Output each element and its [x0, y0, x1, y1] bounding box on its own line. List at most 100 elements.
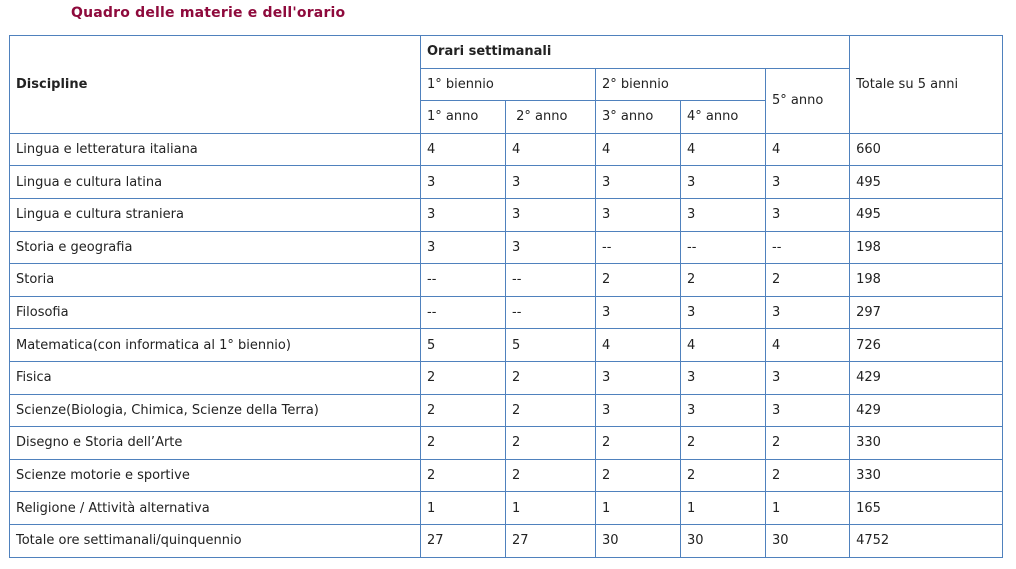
header-anno-4: 4° anno: [680, 100, 766, 134]
header-biennio-2: 2° biennio: [595, 67, 766, 102]
hours-cell: 1: [505, 491, 596, 525]
hours-cell: 4: [680, 328, 766, 362]
table-row: Disegno e Storia dell’Arte 2 2 2 2 2 330: [9, 426, 1004, 460]
total-cell: 198: [849, 230, 1004, 265]
schedule-table: Discipline Orari settimanali Totale su 5…: [9, 35, 1004, 558]
discipline-cell: Scienze(Biologia, Chimica, Scienze della…: [9, 393, 421, 428]
hours-cell: 3: [505, 165, 596, 199]
hours-cell: 1: [680, 491, 766, 525]
discipline-cell: Fisica: [9, 360, 421, 395]
hours-cell: 2: [764, 458, 851, 493]
discipline-cell: Storia: [9, 263, 421, 297]
hours-cell: 3: [595, 295, 681, 330]
hours-cell: 5: [420, 328, 506, 362]
hours-cell: 3: [764, 393, 851, 428]
hours-cell: 2: [595, 458, 681, 493]
header-totale: Totale su 5 anni: [849, 35, 1004, 134]
hours-cell: 3: [764, 165, 851, 199]
discipline-cell: Scienze motorie e sportive: [9, 458, 421, 493]
hours-cell: --: [420, 263, 506, 297]
hours-cell: 4: [420, 132, 506, 167]
hours-cell: 4: [680, 132, 766, 167]
header-anno-1: 1° anno: [420, 100, 506, 134]
hours-cell: 3: [680, 295, 766, 330]
hours-cell: 2: [420, 393, 506, 428]
table-row: Totale ore settimanali/quinquennio 27 27 30…: [9, 523, 1004, 558]
table-row: Lingua e letteratura italiana 4 4 4 4 4 660: [9, 132, 1004, 167]
hours-cell: 2: [505, 393, 596, 428]
hours-cell: 2: [505, 360, 596, 395]
hours-cell: 2: [764, 263, 851, 297]
total-cell: 198: [849, 263, 1004, 297]
hours-cell: --: [420, 295, 506, 330]
discipline-cell: Totale ore settimanali/quinquennio: [9, 523, 421, 558]
total-cell: 297: [849, 295, 1004, 330]
table-row: Lingua e cultura latina 3 3 3 3 3 495: [9, 165, 1004, 199]
hours-cell: 2: [595, 426, 681, 460]
hours-cell: 3: [680, 165, 766, 199]
hours-cell: 30: [595, 523, 681, 558]
total-cell: 726: [849, 328, 1004, 362]
hours-cell: 1: [764, 491, 851, 525]
table-row: Storia e geografia 3 3 -- -- -- 198: [9, 230, 1004, 265]
hours-cell: 2: [420, 426, 506, 460]
hours-cell: 4: [595, 132, 681, 167]
hours-cell: 30: [764, 523, 851, 558]
hours-cell: 3: [764, 360, 851, 395]
discipline-cell: Filosofia: [9, 295, 421, 330]
total-cell: 495: [849, 165, 1004, 199]
header-biennio-1: 1° biennio: [420, 67, 596, 102]
table-row: Religione / Attività alternativa 1 1 1 1 1 165: [9, 491, 1004, 525]
page-title: Quadro delle materie e dell'orario: [71, 5, 346, 21]
hours-cell: 5: [505, 328, 596, 362]
hours-cell: 2: [764, 426, 851, 460]
header-anno-3: 3° anno: [595, 100, 681, 134]
discipline-cell: Religione / Attività alternativa: [9, 491, 421, 525]
header-discipline: Discipline: [9, 35, 421, 134]
hours-cell: --: [764, 230, 851, 265]
table-row: Scienze motorie e sportive 2 2 2 2 2 330: [9, 458, 1004, 493]
hours-cell: 2: [420, 458, 506, 493]
hours-cell: 3: [420, 165, 506, 199]
hours-cell: 1: [595, 491, 681, 525]
hours-cell: 3: [764, 197, 851, 232]
hours-cell: 4: [764, 328, 851, 362]
total-cell: 429: [849, 393, 1004, 428]
hours-cell: 4: [595, 328, 681, 362]
hours-cell: 1: [420, 491, 506, 525]
total-cell: 429: [849, 360, 1004, 395]
hours-cell: 4: [505, 132, 596, 167]
table-row: Storia -- -- 2 2 2 198: [9, 263, 1004, 297]
table-row: Scienze(Biologia, Chimica, Scienze della…: [9, 393, 1004, 428]
discipline-cell: Disegno e Storia dell’Arte: [9, 426, 421, 460]
total-cell: 330: [849, 426, 1004, 460]
total-cell: 495: [849, 197, 1004, 232]
header-anno-2: 2° anno: [505, 100, 596, 134]
table-row: Matematica(con informatica al 1° biennio…: [9, 328, 1004, 362]
hours-cell: 2: [505, 458, 596, 493]
hours-cell: 3: [420, 230, 506, 265]
header-orari-settimanali: Orari settimanali: [419, 35, 851, 69]
hours-cell: 3: [505, 230, 596, 265]
hours-cell: 2: [595, 263, 681, 297]
table-row: Filosofia -- -- 3 3 3 297: [9, 295, 1004, 330]
discipline-cell: Lingua e cultura latina: [9, 165, 421, 199]
hours-cell: 2: [680, 426, 766, 460]
hours-cell: 3: [595, 393, 681, 428]
header-anno-5: 5° anno: [764, 67, 851, 134]
table-row: Fisica 2 2 3 3 3 429: [9, 360, 1004, 395]
hours-cell: 3: [420, 197, 506, 232]
total-cell: 165: [849, 491, 1004, 525]
hours-cell: 2: [420, 360, 506, 395]
hours-cell: 3: [595, 165, 681, 199]
hours-cell: 4: [764, 132, 851, 167]
hours-cell: 2: [680, 458, 766, 493]
discipline-cell: Storia e geografia: [9, 230, 421, 265]
hours-cell: 30: [680, 523, 766, 558]
hours-cell: 3: [680, 360, 766, 395]
hours-cell: --: [505, 295, 596, 330]
hours-cell: 27: [420, 523, 506, 558]
hours-cell: 3: [595, 197, 681, 232]
discipline-cell: Lingua e letteratura italiana: [9, 132, 421, 167]
hours-cell: 3: [680, 197, 766, 232]
